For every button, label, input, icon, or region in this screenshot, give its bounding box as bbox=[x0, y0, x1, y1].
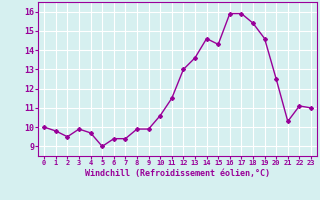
X-axis label: Windchill (Refroidissement éolien,°C): Windchill (Refroidissement éolien,°C) bbox=[85, 169, 270, 178]
